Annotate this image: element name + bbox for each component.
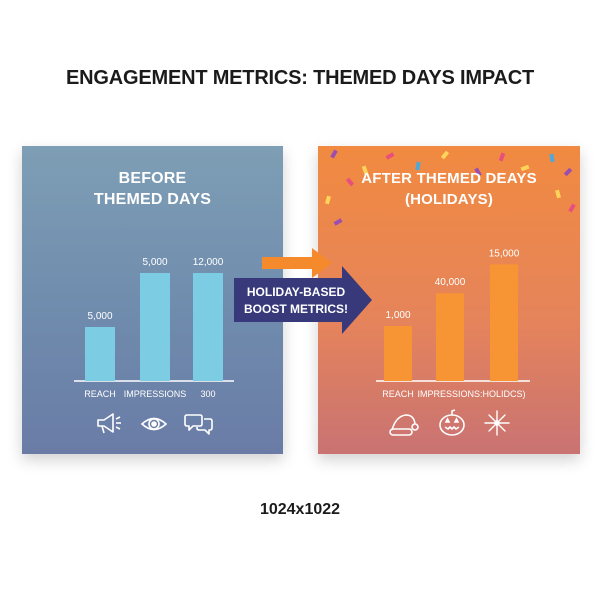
confetti-piece [330, 149, 338, 159]
after-title-line-2: (HOLIDAYS) [404, 191, 494, 208]
confetti-piece [415, 161, 421, 171]
confetti-piece [568, 203, 576, 213]
confetti-piece [563, 167, 573, 177]
before-chart: 5,000 REACH 5,000 IMPRESSIONS 12,000 300 [74, 257, 234, 399]
confetti-piece [474, 167, 482, 177]
bar-1 [436, 293, 464, 381]
megaphone-icon [97, 413, 121, 434]
eye-icon [140, 417, 168, 431]
bar-0 [384, 325, 412, 381]
bar-1 [140, 273, 170, 381]
category-label-1: IMPRESSIONS [124, 389, 187, 399]
confetti-piece [498, 152, 506, 162]
bar-value-label-1: 40,000 [435, 277, 466, 288]
bar-value-label-0: 1,000 [385, 310, 410, 321]
after-title-line-1: AFTER THEMED DEAYS [361, 170, 537, 187]
bar-value-label-2: 12,000 [193, 257, 224, 268]
category-label-2: 300 [200, 389, 215, 399]
confetti-piece [345, 177, 355, 187]
callout-line-1: HOLIDAY-BASED [246, 285, 346, 299]
confetti-piece [385, 152, 395, 160]
bar-value-label-0: 5,000 [87, 311, 112, 322]
confetti-piece [325, 195, 331, 205]
bar-value-label-2: 15,000 [489, 248, 520, 259]
confetti-piece [333, 218, 343, 226]
after-panel-title: AFTER THEMED DEAYS (HOLIDAYS) [318, 168, 580, 210]
category-label-0: REACH [84, 389, 116, 399]
confetti-piece [361, 165, 369, 175]
orange-arrow-icon [262, 248, 332, 278]
bar-2 [490, 264, 518, 381]
confetti-piece [549, 153, 555, 163]
dimensions-caption: 1024x1022 [259, 501, 341, 518]
page-title: ENGAGEMENT METRICS: THEMED DAYS IMPACT [66, 67, 534, 89]
bar-value-label-1: 5,000 [142, 257, 167, 268]
before-title-line-1: BEFORE [118, 170, 187, 187]
callout-text: HOLIDAY-BASED BOOST METRICS! [234, 284, 358, 318]
after-chart: 1,000 REACH 40,000 IMPRESSIONS: 15,000 HOLIDC… [376, 248, 530, 399]
chat-bubbles-icon [184, 414, 213, 435]
bar-2 [193, 273, 223, 381]
callout-line-2: BOOST METRICS! [244, 302, 348, 316]
confetti-decoration [325, 149, 576, 226]
pumpkin-icon [439, 409, 465, 436]
category-label-1: IMPRESSIONS: [417, 389, 482, 399]
confetti-piece [440, 150, 450, 160]
fireworks-icon [484, 410, 510, 436]
santa-hat-icon [389, 414, 419, 436]
before-title-line-2: THEMED DAYS [93, 191, 212, 208]
confetti-piece [520, 164, 530, 172]
callout-arrow: HOLIDAY-BASED BOOST METRICS! [234, 266, 372, 334]
bar-0 [85, 327, 115, 381]
category-label-2: HOLIDCS) [482, 389, 525, 399]
navy-arrow-icon [234, 266, 372, 334]
category-label-0: REACH [382, 389, 414, 399]
before-panel-title: BEFORE THEMED DAYS [22, 168, 283, 210]
